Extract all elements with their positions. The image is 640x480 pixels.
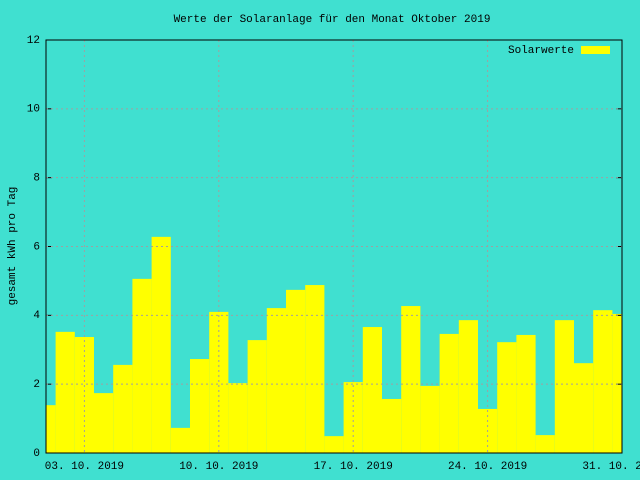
x-tick-label: 17. 10. 2019: [314, 461, 393, 473]
bar: [439, 333, 459, 453]
x-tick-label: 31. 10. 2019: [582, 461, 640, 473]
bar: [612, 313, 622, 453]
bar: [266, 308, 286, 453]
bar: [46, 405, 56, 453]
y-tick-label: 4: [33, 310, 40, 322]
x-tick-label: 24. 10. 2019: [448, 461, 527, 473]
bar: [574, 363, 594, 453]
bar: [94, 393, 114, 453]
plot-area: [46, 236, 622, 453]
bar: [113, 364, 133, 453]
bar: [247, 340, 267, 453]
bar: [362, 327, 382, 453]
y-tick-label: 2: [33, 379, 40, 391]
y-tick-label: 8: [33, 173, 40, 185]
bar: [382, 398, 402, 453]
bar: [55, 331, 75, 453]
plot-border: [45, 39, 623, 454]
bar: [497, 342, 517, 453]
legend-swatch: [581, 46, 610, 54]
bar: [554, 320, 574, 453]
chart-title: Werte der Solaranlage für den Monat Okto…: [174, 14, 491, 26]
bar: [170, 427, 190, 453]
bar: [228, 383, 248, 453]
y-tick-label: 0: [33, 448, 40, 460]
y-axis-label: gesamt kWh pro Tag: [7, 187, 19, 306]
bar: [151, 236, 171, 453]
bar: [132, 278, 152, 453]
legend-label: Solarwerte: [508, 45, 574, 57]
bar: [305, 285, 325, 453]
y-tick-label: 6: [33, 241, 40, 253]
y-tick-label: 12: [27, 35, 40, 47]
bar: [324, 436, 344, 453]
x-tick-label: 03. 10. 2019: [45, 461, 124, 473]
bar: [401, 306, 421, 453]
y-tick-label: 10: [27, 104, 40, 116]
bar: [420, 385, 440, 453]
bar: [593, 310, 613, 453]
bar: [343, 382, 363, 453]
bar: [190, 359, 210, 453]
bar: [286, 289, 306, 453]
bar: [458, 320, 478, 453]
bar: [535, 435, 555, 453]
x-tick-label: 10. 10. 2019: [179, 461, 258, 473]
bar: [209, 311, 229, 453]
bar: [516, 334, 536, 453]
